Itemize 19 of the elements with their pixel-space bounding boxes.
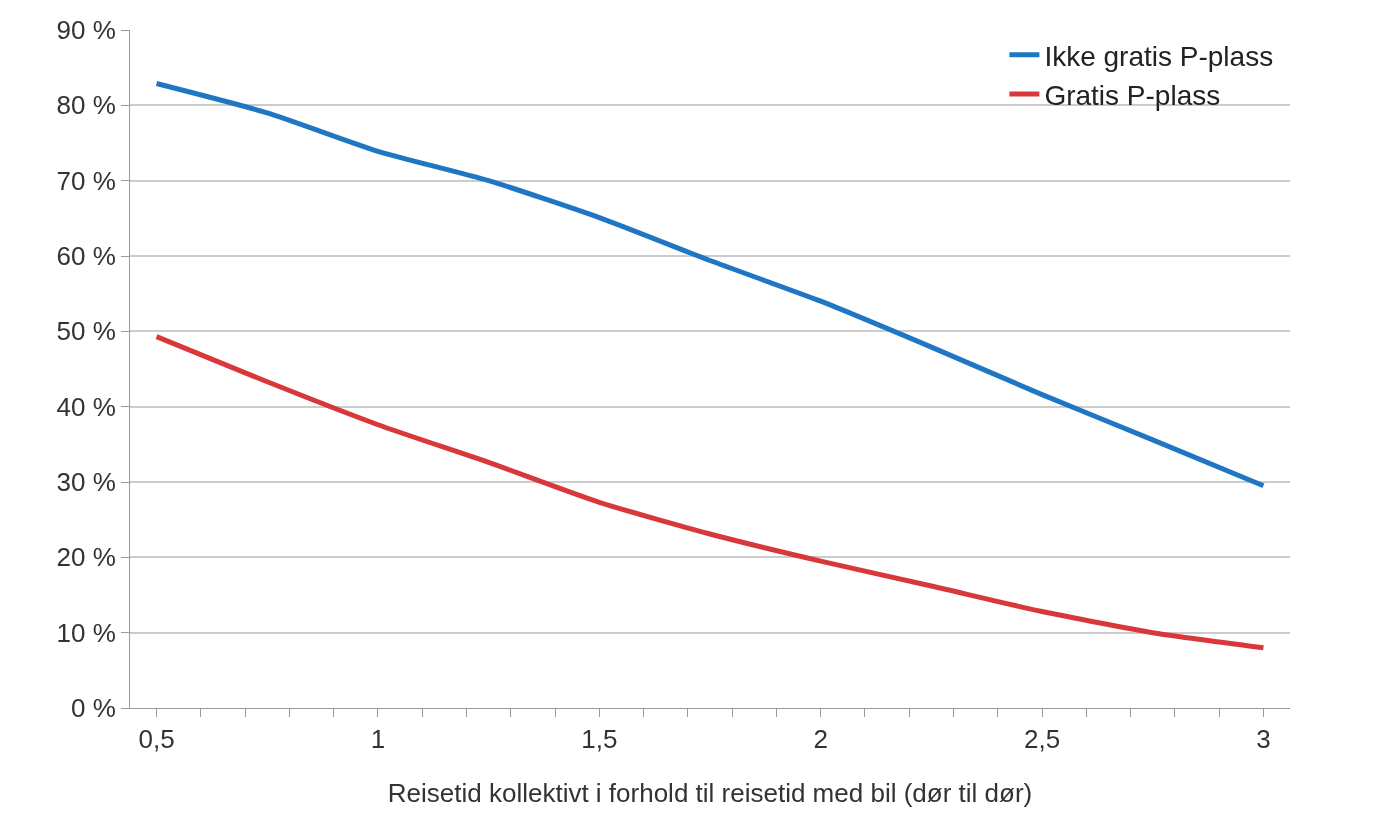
legend-label: Gratis P-plass xyxy=(1044,80,1221,112)
y-tick-label: 80 % xyxy=(56,90,116,121)
x-tick-label: 2,5 xyxy=(1023,724,1061,755)
x-tick-label: 0,5 xyxy=(138,724,175,755)
y-tick-label: 70 % xyxy=(56,165,116,196)
x-tick-label: 2 xyxy=(813,724,828,755)
x-tick-label: 1 xyxy=(370,724,386,755)
x-axis-title: Reisetid kollektivt i forhold til reisetid med bil (dør til dør) xyxy=(387,777,1033,808)
y-tick-label: 20 % xyxy=(56,542,116,573)
x-tick-label: 1,5 xyxy=(581,724,618,755)
y-tick-label: 30 % xyxy=(56,467,116,498)
x-tick-label: 3 xyxy=(1256,724,1271,755)
y-tick-label: 0 % xyxy=(70,693,116,724)
y-tick-label: 50 % xyxy=(56,316,116,347)
legend-label: Ikke gratis P-plass xyxy=(1044,40,1274,72)
y-tick-label: 40 % xyxy=(56,391,116,422)
y-tick-label: 10 % xyxy=(56,617,116,648)
y-tick-label: 60 % xyxy=(56,241,116,272)
y-tick-label: 90 % xyxy=(56,15,116,46)
